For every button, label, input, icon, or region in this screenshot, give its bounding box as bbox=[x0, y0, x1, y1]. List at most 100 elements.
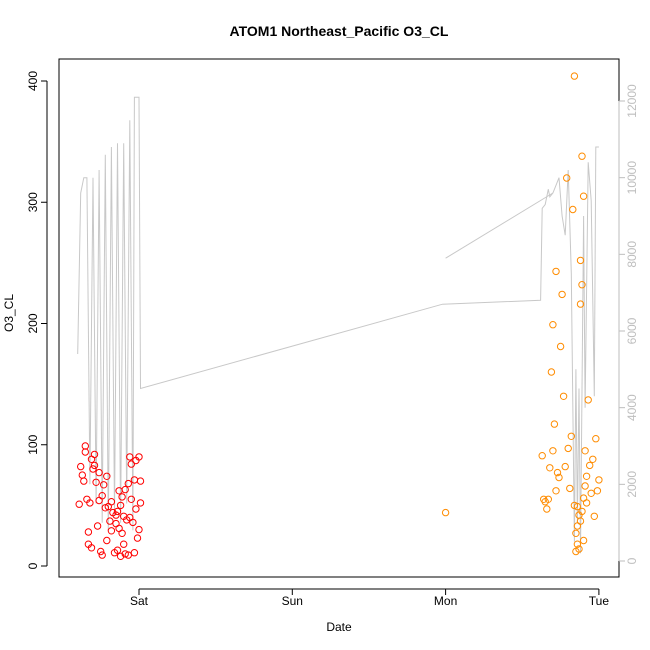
x-tick-label: Mon bbox=[434, 594, 457, 608]
line-series-segment bbox=[445, 192, 554, 259]
data-point bbox=[93, 522, 102, 530]
y-axis-label: O3_CL bbox=[2, 294, 16, 332]
data-point bbox=[124, 479, 133, 488]
data-point bbox=[576, 256, 585, 265]
data-point bbox=[563, 174, 571, 182]
data-point bbox=[78, 471, 87, 479]
data-point bbox=[86, 499, 94, 507]
data-point bbox=[121, 485, 129, 494]
data-point bbox=[573, 540, 582, 548]
data-point bbox=[564, 444, 572, 453]
data-point bbox=[77, 462, 85, 471]
data-point bbox=[569, 205, 577, 214]
data-point bbox=[106, 517, 114, 525]
data-point bbox=[89, 465, 97, 473]
data-point bbox=[589, 455, 597, 463]
data-point bbox=[118, 493, 126, 501]
x-tick-label: Sun bbox=[282, 594, 303, 608]
data-point bbox=[90, 450, 99, 459]
data-point bbox=[593, 487, 602, 495]
data-point bbox=[103, 472, 111, 480]
data-point bbox=[592, 435, 600, 443]
data-point bbox=[573, 502, 582, 511]
data-point bbox=[538, 452, 546, 460]
data-point bbox=[121, 550, 129, 558]
data-point bbox=[113, 546, 122, 554]
data-point bbox=[544, 495, 552, 503]
data-point bbox=[136, 499, 145, 507]
data-point bbox=[100, 481, 108, 489]
y-axis-right: 0 2000 4000 6000 8000 10000 12000 bbox=[618, 84, 639, 564]
y-tick-label: 100 bbox=[26, 434, 40, 454]
data-point bbox=[581, 482, 589, 490]
data-point bbox=[590, 512, 598, 520]
data-point bbox=[115, 487, 123, 495]
data-point bbox=[559, 392, 568, 400]
data-point bbox=[81, 442, 90, 450]
data-point bbox=[80, 477, 88, 485]
data-point bbox=[576, 300, 585, 308]
data-point bbox=[113, 507, 122, 516]
y2-tick-label: 12000 bbox=[625, 84, 639, 118]
data-point bbox=[579, 536, 588, 545]
data-point bbox=[87, 544, 96, 552]
data-point bbox=[550, 420, 559, 428]
data-point bbox=[81, 448, 90, 456]
data-point bbox=[90, 461, 99, 470]
data-point bbox=[578, 507, 586, 516]
y2-tick-label: 0 bbox=[625, 557, 639, 564]
data-point bbox=[441, 508, 450, 517]
data-point bbox=[127, 495, 136, 503]
data-point bbox=[581, 447, 589, 455]
data-point bbox=[576, 517, 585, 525]
data-point bbox=[112, 511, 120, 519]
line-series bbox=[77, 96, 599, 554]
y2-tick-label: 4000 bbox=[625, 394, 639, 421]
data-point bbox=[556, 342, 565, 351]
chart-title: ATOM1 Northeast_Pacific O3_CL bbox=[230, 23, 449, 39]
data-point bbox=[582, 472, 591, 480]
data-point bbox=[95, 468, 103, 477]
data-point bbox=[132, 505, 140, 513]
data-point bbox=[126, 453, 134, 461]
data-point bbox=[127, 460, 136, 468]
data-point bbox=[116, 552, 125, 560]
data-point bbox=[130, 549, 139, 557]
data-point bbox=[566, 484, 574, 493]
data-point bbox=[118, 529, 126, 537]
data-point bbox=[587, 489, 595, 497]
y2-tick-label: 2000 bbox=[625, 471, 639, 498]
data-point bbox=[595, 476, 603, 484]
y-axis-left: 0 100 200 300 400 bbox=[26, 71, 48, 569]
scatter-points bbox=[75, 72, 603, 560]
data-point bbox=[552, 487, 560, 495]
data-point bbox=[555, 473, 563, 482]
y-tick-label: 400 bbox=[26, 71, 40, 91]
x-axis-label: Date bbox=[326, 620, 352, 634]
x-tick-label: Tue bbox=[589, 594, 610, 608]
data-point bbox=[582, 499, 591, 507]
y-tick-label: 300 bbox=[26, 192, 40, 212]
data-point bbox=[136, 477, 145, 485]
data-point bbox=[543, 505, 551, 513]
y2-tick-label: 10000 bbox=[625, 161, 639, 195]
data-point bbox=[578, 281, 586, 289]
data-point bbox=[135, 453, 143, 461]
y-tick-label: 200 bbox=[26, 313, 40, 333]
data-point bbox=[570, 72, 579, 80]
x-axis: Sat Sun Mon Tue bbox=[130, 588, 610, 608]
data-point bbox=[103, 536, 111, 545]
data-point bbox=[549, 447, 557, 455]
plot-frame bbox=[58, 58, 620, 578]
data-point bbox=[567, 432, 575, 440]
data-point bbox=[107, 498, 116, 506]
data-point bbox=[126, 513, 134, 522]
y-tick-label: 0 bbox=[26, 562, 40, 569]
data-point bbox=[97, 547, 105, 556]
data-point bbox=[549, 321, 557, 329]
data-point bbox=[572, 529, 580, 537]
data-point bbox=[586, 461, 594, 470]
data-point bbox=[84, 528, 93, 536]
x-tick-label: Sat bbox=[130, 594, 149, 608]
